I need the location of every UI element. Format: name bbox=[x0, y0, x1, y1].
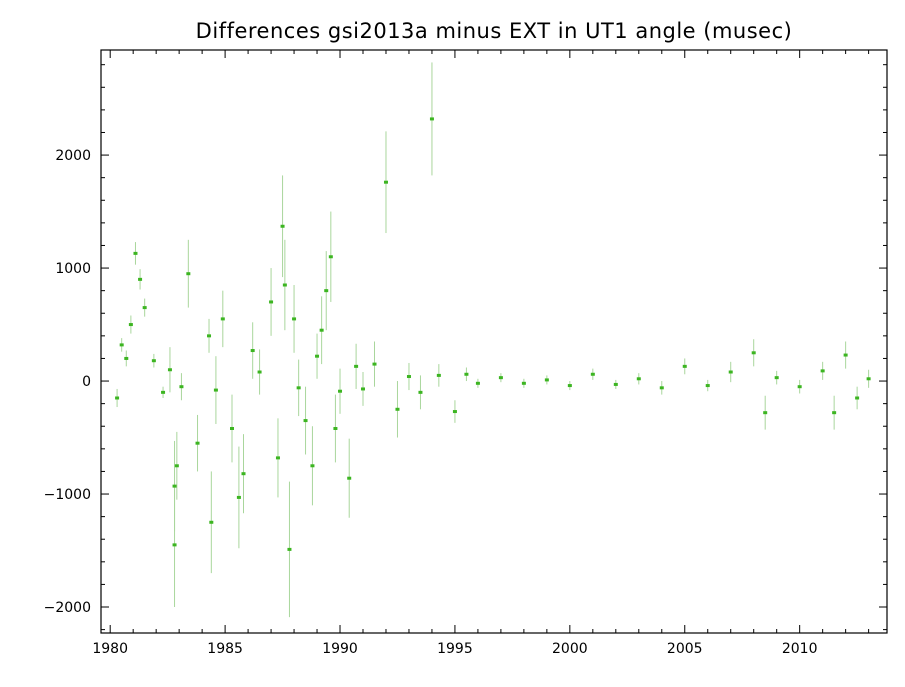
data-point bbox=[133, 251, 138, 255]
x-tick-label: 2010 bbox=[782, 641, 818, 657]
data-point bbox=[275, 456, 280, 460]
data-point bbox=[174, 464, 179, 468]
data-point bbox=[315, 354, 320, 358]
data-point bbox=[372, 362, 377, 366]
data-point bbox=[172, 543, 177, 547]
chart-title: Differences gsi2013a minus EXT in UT1 an… bbox=[196, 19, 793, 43]
data-point bbox=[521, 381, 526, 385]
data-point bbox=[498, 376, 503, 380]
data-point bbox=[172, 484, 177, 488]
data-point bbox=[613, 382, 618, 386]
data-point bbox=[296, 386, 301, 390]
data-point bbox=[195, 441, 200, 445]
data-point bbox=[774, 376, 779, 380]
data-point bbox=[406, 375, 411, 379]
data-point bbox=[418, 390, 423, 394]
data-point bbox=[236, 495, 241, 499]
data-point bbox=[287, 547, 292, 551]
x-tick-label: 2005 bbox=[667, 641, 703, 657]
error-bars bbox=[116, 62, 870, 618]
x-tick-label: 1995 bbox=[437, 641, 473, 657]
x-tick-label: 2000 bbox=[552, 641, 588, 657]
data-point bbox=[636, 377, 641, 381]
data-point bbox=[475, 381, 480, 385]
data-point bbox=[151, 359, 156, 363]
data-point bbox=[186, 272, 191, 276]
data-point bbox=[161, 390, 166, 394]
data-point bbox=[452, 410, 457, 414]
tick-labels: 1980 1985 1990 1995 2000 2005 2010 −2000 −1000 0 1… bbox=[44, 148, 818, 657]
x-tick-label: 1985 bbox=[207, 641, 243, 657]
data-point bbox=[751, 351, 756, 355]
data-point bbox=[820, 369, 825, 373]
data-point bbox=[269, 300, 274, 304]
x-tick-label: 1990 bbox=[322, 641, 358, 657]
data-point bbox=[567, 384, 572, 388]
data-point bbox=[115, 396, 120, 400]
data-point bbox=[324, 289, 329, 293]
data-point bbox=[328, 255, 333, 259]
data-point bbox=[124, 356, 129, 360]
data-point bbox=[241, 472, 246, 476]
data-point bbox=[347, 476, 352, 480]
y-tick-label: 1000 bbox=[55, 261, 91, 277]
data-point bbox=[395, 407, 400, 411]
plot-frame bbox=[100, 49, 888, 634]
data-point bbox=[310, 464, 315, 468]
data-point bbox=[207, 334, 212, 338]
data-point bbox=[333, 426, 338, 430]
data-point bbox=[464, 372, 469, 376]
data-point bbox=[179, 385, 184, 389]
data-point bbox=[303, 419, 308, 423]
data-point bbox=[230, 426, 234, 430]
data-points bbox=[115, 117, 871, 551]
axis-ticks bbox=[101, 50, 887, 633]
data-point bbox=[250, 349, 255, 353]
data-point bbox=[544, 378, 549, 382]
data-point bbox=[855, 396, 860, 400]
data-point bbox=[659, 386, 664, 390]
data-point bbox=[866, 377, 871, 381]
data-point bbox=[213, 388, 218, 392]
data-point bbox=[209, 520, 214, 524]
data-point bbox=[429, 117, 434, 121]
data-point bbox=[142, 306, 147, 310]
data-point bbox=[257, 370, 262, 374]
data-point bbox=[383, 180, 388, 184]
y-tick-label: −2000 bbox=[44, 600, 91, 616]
data-point bbox=[590, 372, 595, 376]
data-point bbox=[832, 411, 837, 415]
data-point bbox=[128, 323, 133, 327]
data-point bbox=[763, 411, 768, 415]
data-point bbox=[843, 353, 848, 357]
data-point bbox=[280, 224, 285, 228]
data-point bbox=[138, 277, 143, 281]
data-point bbox=[797, 385, 802, 389]
y-tick-label: −1000 bbox=[44, 487, 91, 503]
data-point bbox=[119, 343, 124, 347]
data-point bbox=[728, 370, 733, 374]
data-point bbox=[354, 364, 359, 368]
data-point bbox=[705, 384, 710, 388]
data-point bbox=[319, 328, 324, 332]
y-tick-label: 2000 bbox=[55, 148, 91, 164]
data-point bbox=[292, 317, 297, 321]
data-point bbox=[220, 317, 225, 321]
data-point bbox=[338, 389, 343, 393]
data-point bbox=[436, 373, 441, 377]
data-point bbox=[682, 364, 687, 368]
y-tick-label: 0 bbox=[82, 374, 91, 390]
data-point bbox=[167, 368, 172, 372]
data-point bbox=[282, 283, 287, 287]
x-tick-label: 1980 bbox=[92, 641, 128, 657]
data-point bbox=[361, 387, 365, 391]
